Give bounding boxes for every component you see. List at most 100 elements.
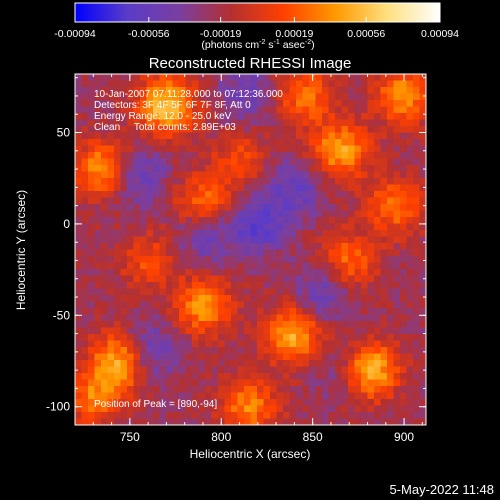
heatmap-cell: [81, 184, 89, 192]
heatmap-cell: [296, 93, 304, 101]
heatmap-cell: [205, 132, 213, 140]
heatmap-cell: [205, 87, 213, 95]
heatmap-cell: [146, 119, 154, 127]
heatmap-cell: [153, 308, 161, 316]
heatmap-cell: [289, 210, 297, 218]
heatmap-cell: [296, 165, 304, 173]
heatmap-cell: [153, 269, 161, 277]
heatmap-cell: [250, 93, 258, 101]
heatmap-cell: [166, 360, 174, 368]
heatmap-cell: [270, 353, 278, 361]
heatmap-cell: [263, 269, 271, 277]
heatmap-cell: [335, 418, 343, 425]
heatmap-cell: [309, 256, 317, 264]
heatmap-cell: [270, 93, 278, 101]
heatmap-cell: [250, 100, 258, 108]
heatmap-cell: [270, 360, 278, 368]
heatmap-cell: [419, 217, 426, 225]
heatmap-cell: [322, 347, 330, 355]
heatmap-cell: [289, 327, 297, 335]
heatmap-cell: [354, 301, 362, 309]
heatmap-cell: [419, 165, 426, 173]
heatmap-cell: [114, 165, 122, 173]
heatmap-cell: [172, 295, 180, 303]
heatmap-cell: [393, 379, 401, 387]
heatmap-cell: [146, 282, 154, 290]
heatmap-cell: [244, 308, 252, 316]
heatmap-cell: [276, 288, 284, 296]
heatmap-cell: [218, 145, 226, 153]
heatmap-cell: [205, 418, 213, 425]
heatmap-cell: [341, 412, 349, 420]
heatmap-cell: [289, 230, 297, 238]
heatmap-cell: [198, 412, 206, 420]
heatmap-cell: [114, 152, 122, 160]
heatmap-cell: [387, 327, 395, 335]
heatmap-cell: [361, 197, 369, 205]
heatmap-cell: [81, 386, 89, 394]
heatmap-cell: [296, 256, 304, 264]
heatmap-cell: [276, 360, 284, 368]
heatmap-cell: [133, 314, 141, 322]
heatmap-cell: [244, 93, 252, 101]
heatmap-cell: [192, 93, 200, 101]
heatmap-cell: [127, 223, 135, 231]
heatmap-cell: [185, 165, 193, 173]
heatmap-cell: [224, 282, 232, 290]
heatmap-cell: [198, 249, 206, 257]
heatmap-cell: [198, 139, 206, 147]
heatmap-cell: [406, 171, 414, 179]
heatmap-cell: [237, 119, 245, 127]
heatmap-cell: [133, 262, 141, 270]
heatmap-cell: [205, 204, 213, 212]
heatmap-cell: [198, 80, 206, 88]
heatmap-cell: [393, 360, 401, 368]
heatmap-cell: [270, 113, 278, 121]
heatmap-cell: [133, 418, 141, 425]
heatmap-cell: [419, 106, 426, 114]
heatmap-cell: [270, 269, 278, 277]
heatmap-cell: [322, 197, 330, 205]
heatmap-cell: [276, 132, 284, 140]
heatmap-cell: [231, 223, 239, 231]
heatmap-cell: [211, 405, 219, 413]
heatmap-cell: [354, 249, 362, 257]
heatmap-cell: [120, 418, 128, 425]
heatmap-cell: [335, 360, 343, 368]
annotation-detectors: Detectors: 3F 4F 5F 6F 7F 8F, Att 0: [94, 100, 251, 111]
heatmap-cell: [120, 93, 128, 101]
heatmap-cell: [179, 223, 187, 231]
heatmap-cell: [348, 295, 356, 303]
heatmap-cell: [348, 87, 356, 95]
heatmap-cell: [400, 360, 408, 368]
heatmap-cell: [159, 366, 167, 374]
heatmap-cell: [172, 210, 180, 218]
heatmap-cell: [322, 119, 330, 127]
heatmap-cell: [302, 334, 310, 342]
heatmap-cell: [276, 418, 284, 425]
heatmap-cell: [75, 373, 83, 381]
heatmap-cell: [114, 321, 122, 329]
heatmap-cell: [309, 171, 317, 179]
heatmap-cell: [179, 113, 187, 121]
heatmap-cell: [354, 113, 362, 121]
heatmap-cell: [244, 106, 252, 114]
heatmap-cell: [146, 418, 154, 425]
heatmap-cell: [146, 113, 154, 121]
heatmap-cell: [283, 373, 291, 381]
heatmap-cell: [413, 347, 421, 355]
heatmap-cell: [341, 347, 349, 355]
heatmap-cell: [231, 171, 239, 179]
heatmap-cell: [237, 113, 245, 121]
heatmap-cell: [354, 327, 362, 335]
heatmap-cell: [374, 295, 382, 303]
heatmap-cell: [374, 360, 382, 368]
heatmap-cell: [328, 405, 336, 413]
heatmap-cell: [244, 145, 252, 153]
heatmap-cell: [413, 256, 421, 264]
heatmap-cell: [179, 178, 187, 186]
x-tick-label: 850: [303, 430, 323, 444]
heatmap-cell: [185, 132, 193, 140]
heatmap-cell: [296, 178, 304, 186]
heatmap-cell: [120, 321, 128, 329]
